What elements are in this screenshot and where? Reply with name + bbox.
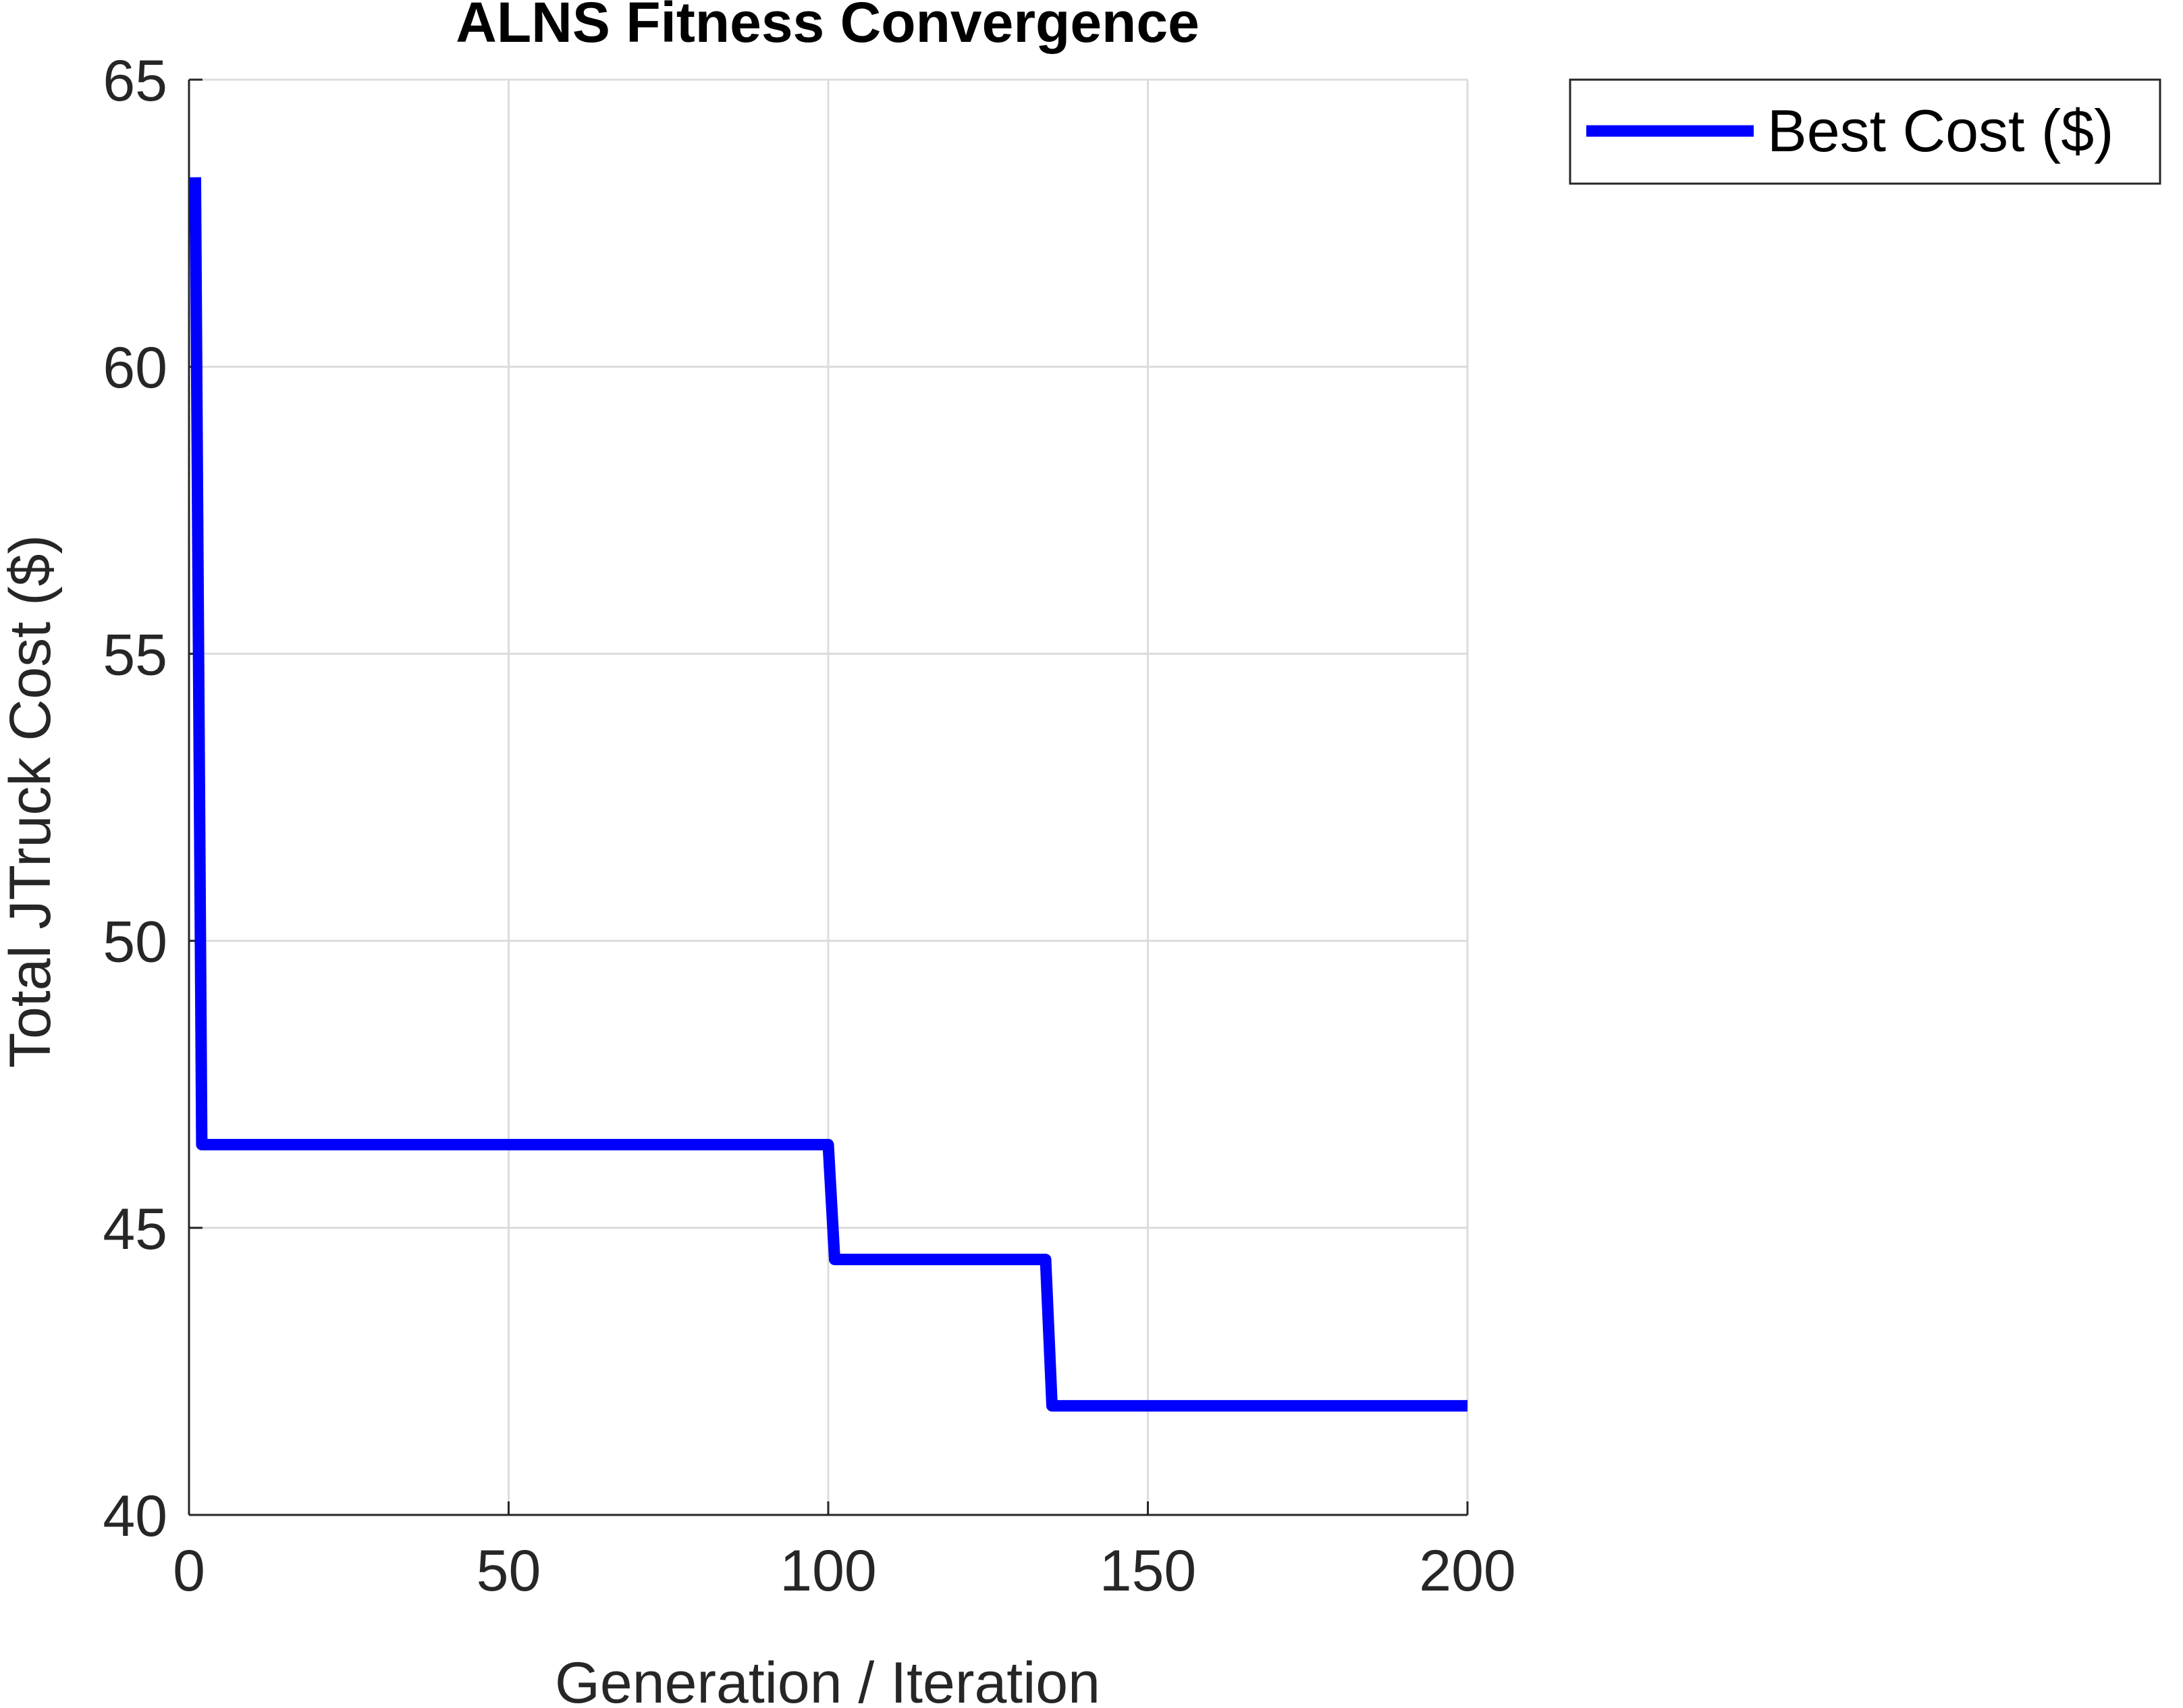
grid [188, 78, 1469, 1516]
y-tick-label: 40 [103, 1484, 167, 1549]
y-tick-label: 60 [103, 336, 167, 400]
series-layer [190, 177, 1467, 1412]
x-tick-label: 150 [1100, 1539, 1197, 1603]
chart-title: ALNS Fitness Convergence [456, 0, 1200, 54]
x-axis-label: Generation / Iteration [555, 1651, 1100, 1708]
x-tick-label: 200 [1419, 1539, 1516, 1603]
y-axis-label: Total JTruck Cost ($) [0, 535, 63, 1068]
y-tick-label: 50 [103, 910, 167, 975]
y-tick-label: 55 [103, 622, 167, 687]
y-tick-label: 45 [103, 1197, 167, 1262]
y-tick-label: 65 [103, 49, 167, 113]
x-tick-label: 50 [477, 1539, 541, 1603]
series-line-best-cost [190, 177, 1467, 1412]
x-tick-label: 100 [780, 1539, 877, 1603]
legend: Best Cost ($) [1569, 78, 2161, 185]
legend-label: Best Cost ($) [1767, 97, 2113, 164]
x-tick-label: 0 [173, 1539, 205, 1603]
axes: 0 50 100 150 200 40 45 50 55 60 65 [103, 49, 1515, 1603]
